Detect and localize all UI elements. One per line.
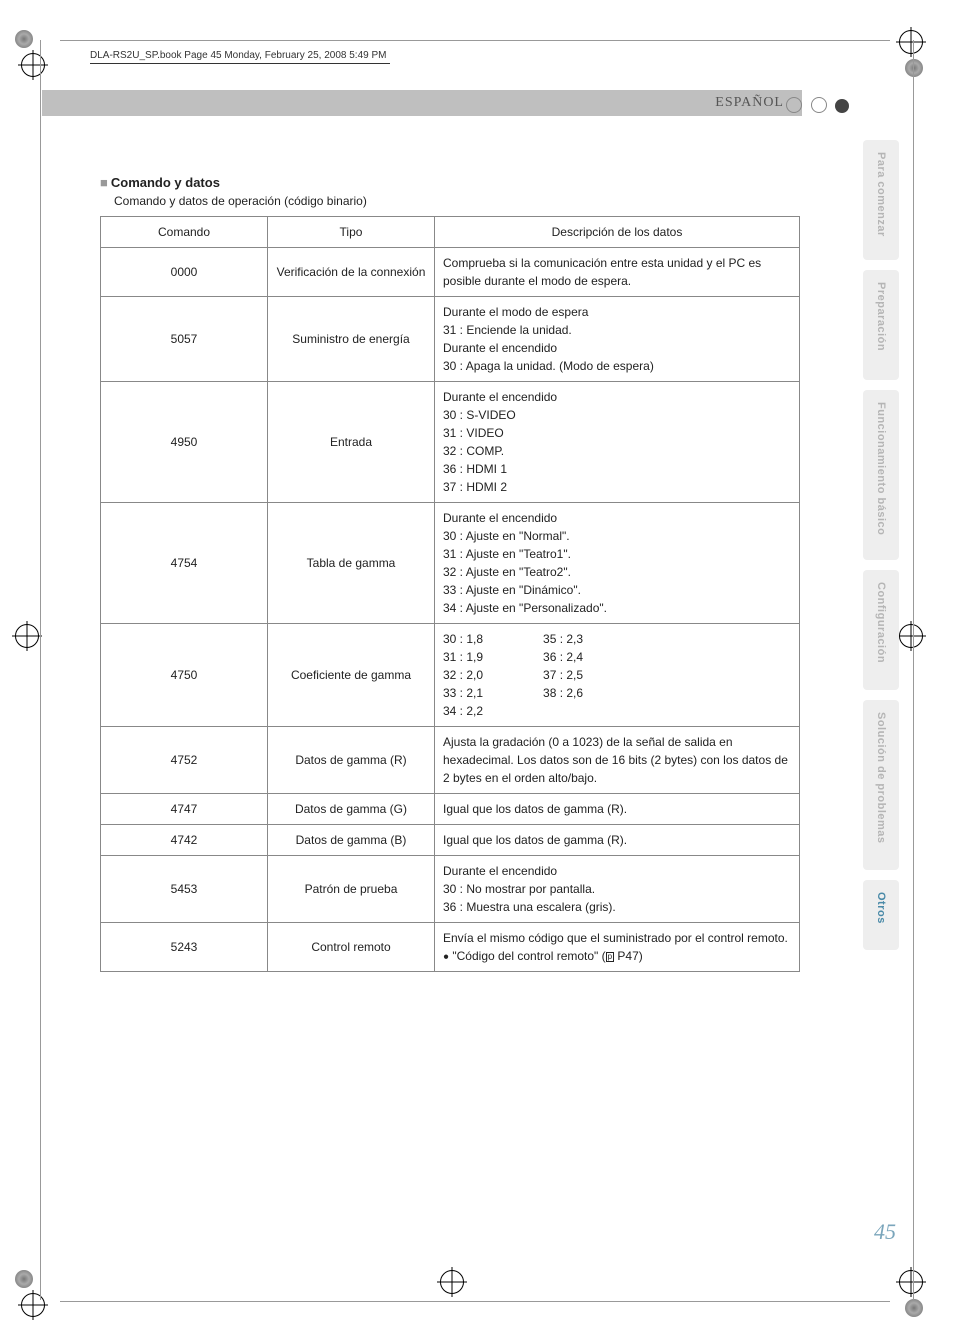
cell-command: 4950 [101, 382, 268, 503]
page-border-left [40, 40, 41, 1300]
side-tab: Para comenzar [863, 140, 899, 260]
side-tab-label: Solución de problemas [875, 712, 887, 844]
cell-type: Tabla de gamma [268, 503, 435, 624]
language-label: ESPAÑOL [715, 95, 784, 111]
cell-type: Suministro de energía [268, 297, 435, 382]
cell-command: 4742 [101, 825, 268, 856]
table-row: 0000Verificación de la connexiónComprueb… [101, 248, 800, 297]
side-tabs: Para comenzar Preparación Funcionamiento b… [863, 140, 899, 960]
side-tab-label: Preparación [875, 282, 887, 351]
table-row: 4750Coeficiente de gamma30 : 1,831 : 1,9… [101, 624, 800, 727]
cell-type: Verificación de la connexión [268, 248, 435, 297]
cell-type: Coeficiente de gamma [268, 624, 435, 727]
side-tab: Preparación [863, 270, 899, 380]
side-tab-label: Configuración [875, 582, 887, 663]
table-row: 4747Datos de gamma (G)Igual que los dato… [101, 794, 800, 825]
cell-desc: Durante el encendido30 : Ajuste en "Norm… [435, 503, 800, 624]
th-type: Tipo [268, 217, 435, 248]
dot-icon [786, 97, 802, 113]
table-row: 4950EntradaDurante el encendido30 : S-VI… [101, 382, 800, 503]
cell-command: 5243 [101, 923, 268, 972]
cell-desc: Igual que los datos de gamma (R). [435, 794, 800, 825]
cell-type: Datos de gamma (B) [268, 825, 435, 856]
cell-type: Datos de gamma (R) [268, 727, 435, 794]
cell-command: 5453 [101, 856, 268, 923]
crop-mark-bl [15, 1270, 55, 1310]
content-area: ■Comando y datos Comando y datos de oper… [100, 175, 800, 972]
table-row: 5057Suministro de energíaDurante el modo… [101, 297, 800, 382]
page-border-right [913, 40, 914, 1300]
cell-type: Entrada [268, 382, 435, 503]
th-command: Comando [101, 217, 268, 248]
side-tab: Configuración [863, 570, 899, 690]
cell-command: 4747 [101, 794, 268, 825]
table-row: 4752Datos de gamma (R)Ajusta la gradació… [101, 727, 800, 794]
crop-mark-ml [15, 624, 55, 664]
crop-mark-tr [899, 30, 939, 70]
cell-command: 5057 [101, 297, 268, 382]
side-tab-label: Para comenzar [875, 152, 887, 237]
dot-icon [835, 99, 849, 113]
book-header: DLA-RS2U_SP.book Page 45 Monday, Februar… [90, 50, 390, 64]
cell-type: Patrón de prueba [268, 856, 435, 923]
command-table: Comando Tipo Descripción de los datos 00… [100, 216, 800, 972]
cell-desc: Durante el modo de espera31 : Enciende l… [435, 297, 800, 382]
crop-mark-tl [15, 30, 55, 70]
section-subtitle: Comando y datos de operación (código bin… [114, 194, 800, 208]
table-row: 4742Datos de gamma (B)Igual que los dato… [101, 825, 800, 856]
cell-desc: Ajusta la gradación (0 a 1023) de la señ… [435, 727, 800, 794]
side-tab-label: Funcionamiento básico [875, 402, 887, 535]
cell-command: 0000 [101, 248, 268, 297]
language-dots [782, 97, 849, 118]
cell-type: Datos de gamma (G) [268, 794, 435, 825]
cell-desc: Durante el encendido30 : No mostrar por … [435, 856, 800, 923]
page-number: 45 [874, 1219, 896, 1245]
crop-mark-br [899, 1270, 939, 1310]
cell-command: 4750 [101, 624, 268, 727]
table-row: 5243Control remotoEnvía el mismo código … [101, 923, 800, 972]
section-title-text: Comando y datos [111, 175, 220, 190]
crop-mark-mr [899, 624, 939, 664]
side-tab: Otros [863, 880, 899, 950]
table-row: 5453Patrón de pruebaDurante el encendido… [101, 856, 800, 923]
cell-command: 4752 [101, 727, 268, 794]
th-desc: Descripción de los datos [435, 217, 800, 248]
side-tab: Funcionamiento básico [863, 390, 899, 560]
cell-desc: Envía el mismo código que el suministrad… [435, 923, 800, 972]
side-tab-label: Otros [875, 892, 887, 924]
section-title: ■Comando y datos [100, 175, 800, 190]
cell-desc: Durante el encendido30 : S-VIDEO31 : VID… [435, 382, 800, 503]
dot-icon [811, 97, 827, 113]
side-tab: Solución de problemas [863, 700, 899, 870]
cell-desc: Comprueba si la comunicación entre esta … [435, 248, 800, 297]
table-row: 4754Tabla de gammaDurante el encendido30… [101, 503, 800, 624]
header-bar [42, 90, 802, 116]
cell-desc: Igual que los datos de gamma (R). [435, 825, 800, 856]
cell-command: 4754 [101, 503, 268, 624]
cell-desc: 30 : 1,831 : 1,932 : 2,033 : 2,134 : 2,2… [435, 624, 800, 727]
cell-type: Control remoto [268, 923, 435, 972]
